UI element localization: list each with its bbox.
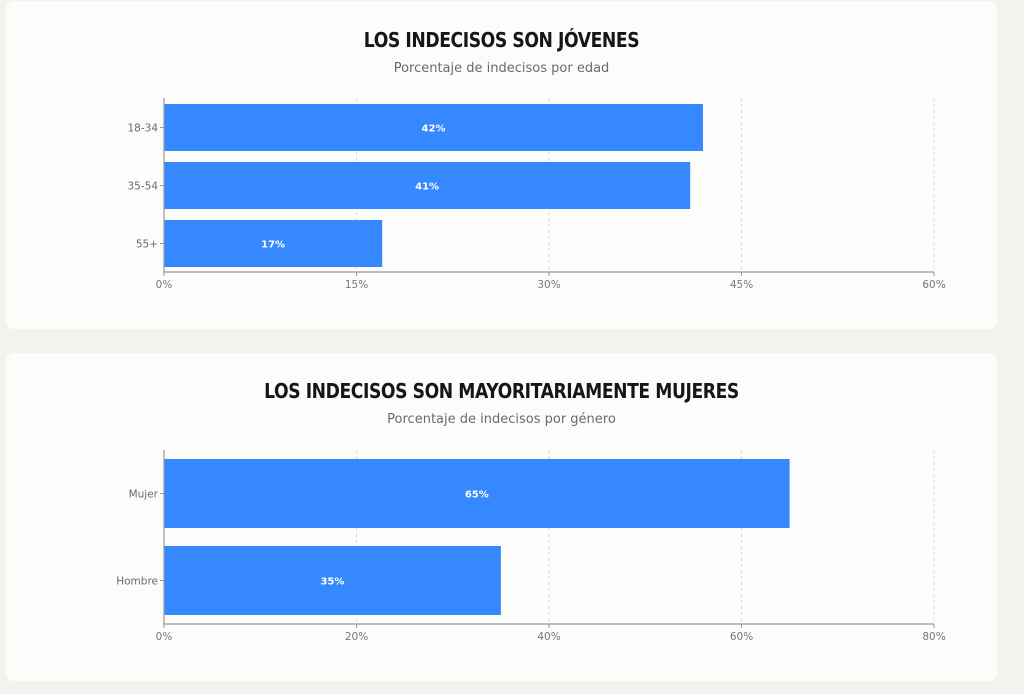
gender-x-tick-label: 60% <box>730 631 753 643</box>
gender-x-tick-label: 80% <box>922 631 945 643</box>
age-x-tick-label: 0% <box>156 279 173 291</box>
age-category-label: 55+ <box>136 239 158 251</box>
gender-chart-subtitle: Porcentaje de indecisos por género <box>387 412 616 427</box>
age-chart-card: LOS INDECISOS SON JÓVENES Porcentaje de … <box>6 1 997 329</box>
gender-chart-card: LOS INDECISOS SON MAYORITARIAMENTE MUJER… <box>6 353 997 681</box>
age-bar-value-label: 41% <box>415 182 439 193</box>
gender-bar-value-label: 65% <box>465 490 489 501</box>
age-category-label: 35-54 <box>127 181 158 193</box>
age-category-label: 18-34 <box>127 123 158 135</box>
gender-bar <box>164 459 790 528</box>
gender-bar <box>164 546 501 615</box>
gender-chart-plot: 0% 20% 40% 60% 80% Mujer 65% Hombre 35% <box>116 450 946 643</box>
age-bar <box>164 162 691 209</box>
gender-chart-title: LOS INDECISOS SON MAYORITARIAMENTE MUJER… <box>264 379 739 403</box>
age-x-tick-label: 30% <box>537 279 560 291</box>
age-bar <box>164 104 703 151</box>
age-chart-title: LOS INDECISOS SON JÓVENES <box>363 28 640 52</box>
age-bar-value-label: 42% <box>422 124 446 135</box>
age-bar-value-label: 17% <box>261 240 285 251</box>
gender-category-label: Mujer <box>129 489 159 501</box>
age-chart-subtitle: Porcentaje de indecisos por edad <box>393 61 610 76</box>
age-x-tick-label: 60% <box>922 279 945 291</box>
gender-category-label: Hombre <box>116 576 158 588</box>
age-chart-plot: 0% 15% 30% 45% 60% 18-34 42% 35-54 41% 55+ 17% <box>127 98 946 291</box>
gender-x-tick-label: 20% <box>345 631 368 643</box>
age-bar <box>164 220 383 267</box>
age-x-tick-label: 45% <box>730 279 753 291</box>
age-x-tick-label: 15% <box>345 279 368 291</box>
gender-bar-value-label: 35% <box>320 577 344 588</box>
gender-x-tick-label: 40% <box>537 631 560 643</box>
gender-x-tick-label: 0% <box>156 631 173 643</box>
